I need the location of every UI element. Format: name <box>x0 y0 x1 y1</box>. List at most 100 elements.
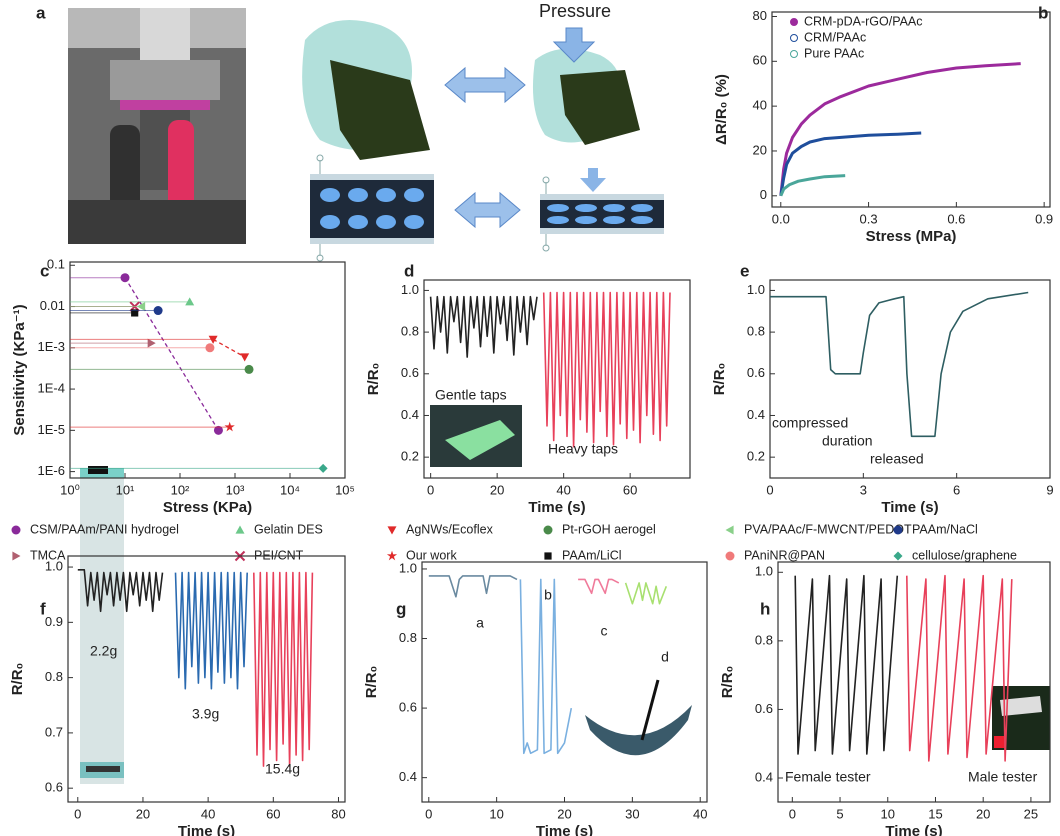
panel-label: c <box>40 261 49 280</box>
x-tick-label: 40 <box>693 806 707 821</box>
point <box>131 309 139 317</box>
legend-label: PAniNR@PAN <box>744 548 825 562</box>
y-tick-label: 1E-4 <box>38 381 65 396</box>
y-axis-label: R/R₀ <box>365 363 382 396</box>
plot-frame <box>421 561 708 803</box>
annotation: b <box>544 587 552 603</box>
y-axis-label: Sensitivity (KPa⁻¹) <box>11 304 28 435</box>
x-tick-label: 3 <box>860 482 867 497</box>
legend-label: PAAm/LiCl <box>562 548 622 562</box>
x-axis-label: Stress (MPa) <box>866 228 957 245</box>
x-axis-label: Time (s) <box>881 499 938 516</box>
legend-label: CRM-pDA-rGO/PAAc <box>804 14 923 28</box>
y-tick-label: 1.0 <box>755 564 773 579</box>
point <box>208 335 218 344</box>
point <box>213 425 223 435</box>
x-tick-label: 0 <box>427 482 434 497</box>
connector <box>212 338 246 358</box>
y-tick-label: 0.8 <box>399 630 417 645</box>
legend-marker <box>790 50 798 58</box>
y-tick-label: 0.9 <box>45 614 63 629</box>
point <box>185 297 195 306</box>
x-tick-label: 10⁰ <box>60 482 80 497</box>
line <box>794 574 899 755</box>
chart: g 0 10 20 30 40 0.4 0.6 0.8 1.0 Time (s) R/R₀ a b c d <box>363 560 708 836</box>
annotation: Male tester <box>968 769 1038 785</box>
point <box>205 343 215 353</box>
line <box>253 571 314 767</box>
x-tick-label: 9 <box>1046 482 1053 497</box>
x-tick-label: 10¹ <box>116 482 135 497</box>
y-tick-label: 0.4 <box>401 407 419 422</box>
y-tick-label: 40 <box>753 98 767 113</box>
inset-keyboard <box>430 405 522 467</box>
line <box>542 291 671 448</box>
y-tick-label: 0.8 <box>747 324 765 339</box>
annotation: a <box>476 615 484 631</box>
panel-label: g <box>396 599 406 618</box>
legend-marker <box>235 525 245 534</box>
x-tick-label: 0 <box>74 806 81 821</box>
panel-label: e <box>740 261 749 280</box>
y-tick-label: 0.8 <box>45 669 63 684</box>
chart: b 0.0 0.3 0.6 0.9 0 20 40 60 80 Stress (MPa) ΔR/R₀ … <box>713 3 1053 244</box>
legend-marker <box>790 34 798 42</box>
annotation: d <box>661 649 669 665</box>
x-tick-label: 6 <box>953 482 960 497</box>
y-tick-label: 0.1 <box>47 257 65 272</box>
chart: c 10⁰ 10¹ 10² 10³ 10⁴ 10⁵ 1E-6 1E-5 1E-4 1E-3 0.01 0… <box>11 257 1017 563</box>
x-tick-label: 40 <box>201 806 215 821</box>
y-tick-label: 20 <box>753 142 767 157</box>
legend-label: PEI/CNT <box>254 548 304 562</box>
annotation: compressed <box>772 415 848 431</box>
x-tick-label: 0.6 <box>947 211 965 226</box>
y-tick-label: 0.8 <box>755 632 773 647</box>
panel-label: h <box>760 599 770 618</box>
legend-marker <box>386 550 398 561</box>
panel-label: f <box>40 599 46 618</box>
x-tick-label: 30 <box>625 806 639 821</box>
y-tick-label: 1.0 <box>399 560 417 575</box>
legend-label: Pt-rGOH aerogel <box>562 522 656 536</box>
line <box>429 295 538 358</box>
legend-label: Pure PAAc <box>804 46 864 60</box>
plot-frame <box>777 561 1051 803</box>
panel-label: b <box>1038 3 1048 22</box>
y-tick-label: 0.6 <box>401 365 419 380</box>
legend-marker <box>544 552 552 560</box>
panel-label: a <box>36 3 46 22</box>
chart: d 0 20 40 60 0.2 0.4 0.6 0.8 1.0 Time (s) R/R₀ Gentl… <box>365 261 691 516</box>
point <box>240 353 250 362</box>
y-axis-label: R/R₀ <box>719 666 736 699</box>
plot-frame <box>69 261 346 479</box>
y-axis-label: R/R₀ <box>363 666 380 699</box>
plot-frame <box>771 11 1051 208</box>
annotation: 15.4g <box>265 761 300 777</box>
inset-tester <box>992 686 1050 750</box>
x-axis-label: Time (s) <box>528 499 585 516</box>
x-tick-label: 10² <box>171 482 190 497</box>
y-tick-label: 0.6 <box>45 780 63 795</box>
x-tick-label: 20 <box>490 482 504 497</box>
y-tick-label: 1E-3 <box>38 339 65 354</box>
x-tick-label: 25 <box>1024 806 1038 821</box>
y-tick-label: 0.4 <box>747 407 765 422</box>
x-tick-label: 60 <box>266 806 280 821</box>
y-tick-label: 1E-6 <box>38 463 65 478</box>
x-tick-label: 20 <box>976 806 990 821</box>
y-tick-label: 0.6 <box>399 700 417 715</box>
point <box>318 463 328 473</box>
annotation: c <box>601 623 608 639</box>
y-tick-label: 80 <box>753 8 767 23</box>
legend-label: TMCA <box>30 548 66 562</box>
legend-label: Our work <box>406 548 457 562</box>
legend-label: PAAm/NaCl <box>912 522 978 536</box>
legend-label: Gelatin DES <box>254 522 323 536</box>
x-axis-label: Time (s) <box>178 823 235 836</box>
legend-marker <box>11 525 21 535</box>
legend-marker <box>790 18 798 26</box>
chart: e 0 3 6 9 0.2 0.4 0.6 0.8 1.0 Time (s) R/R₀ compress… <box>711 261 1054 515</box>
legend-label: AgNWs/Ecoflex <box>406 522 494 536</box>
legend-label: cellulose/graphene <box>912 548 1017 562</box>
